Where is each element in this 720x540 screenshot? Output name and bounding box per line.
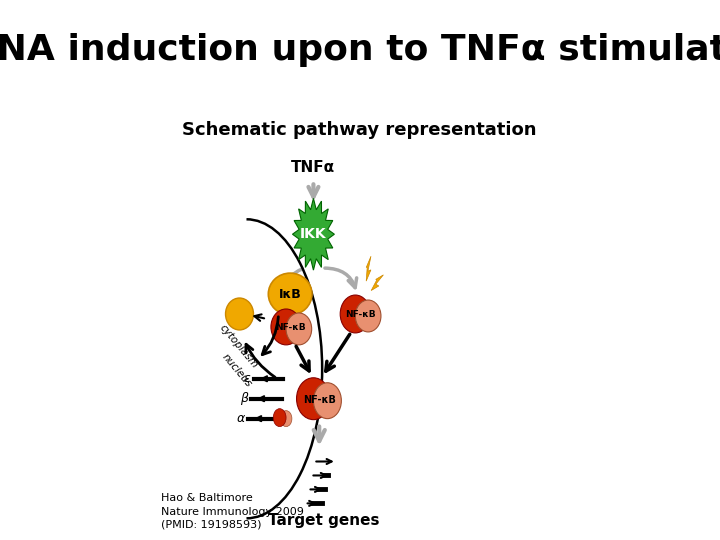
- FancyArrowPatch shape: [254, 314, 264, 321]
- Text: Schematic pathway representation: Schematic pathway representation: [182, 120, 537, 139]
- Ellipse shape: [297, 378, 330, 420]
- Text: NF-κB: NF-κB: [345, 310, 375, 320]
- Text: NF-κB: NF-κB: [303, 395, 336, 404]
- Ellipse shape: [341, 295, 371, 333]
- Text: β: β: [240, 392, 248, 405]
- Text: NF-κB: NF-κB: [276, 323, 306, 333]
- FancyArrowPatch shape: [296, 346, 309, 371]
- Text: nucleus: nucleus: [220, 352, 253, 389]
- Ellipse shape: [271, 309, 301, 345]
- Ellipse shape: [313, 383, 341, 418]
- FancyArrowPatch shape: [325, 334, 350, 371]
- FancyArrowPatch shape: [313, 473, 325, 478]
- FancyArrowPatch shape: [316, 459, 332, 464]
- Text: cytoplasm: cytoplasm: [218, 323, 260, 370]
- Text: Hao & Baltimore
Nature Immunology 2009
(PMID: 19198593): Hao & Baltimore Nature Immunology 2009 (…: [161, 494, 304, 530]
- FancyArrowPatch shape: [282, 269, 302, 287]
- Ellipse shape: [274, 409, 286, 427]
- Ellipse shape: [286, 313, 312, 345]
- Text: ε: ε: [243, 372, 251, 385]
- FancyArrowPatch shape: [259, 396, 266, 401]
- Text: IκB: IκB: [279, 287, 302, 301]
- FancyArrowPatch shape: [262, 376, 269, 381]
- FancyArrowPatch shape: [262, 317, 279, 355]
- FancyArrowPatch shape: [256, 416, 263, 421]
- Ellipse shape: [280, 410, 292, 427]
- FancyArrowPatch shape: [307, 501, 314, 506]
- Text: IKK: IKK: [300, 227, 327, 241]
- FancyArrowPatch shape: [310, 487, 320, 492]
- Text: α: α: [237, 412, 246, 425]
- Text: TNFα: TNFα: [292, 160, 336, 175]
- Polygon shape: [371, 275, 384, 291]
- FancyArrowPatch shape: [325, 268, 356, 288]
- Text: mRNA induction upon to TNFα stimulation: mRNA induction upon to TNFα stimulation: [0, 33, 720, 67]
- FancyArrowPatch shape: [246, 344, 275, 377]
- Ellipse shape: [225, 298, 253, 330]
- Ellipse shape: [269, 273, 312, 315]
- Text: Target genes: Target genes: [268, 513, 379, 528]
- Polygon shape: [366, 256, 371, 281]
- Polygon shape: [292, 198, 334, 270]
- Ellipse shape: [356, 300, 381, 332]
